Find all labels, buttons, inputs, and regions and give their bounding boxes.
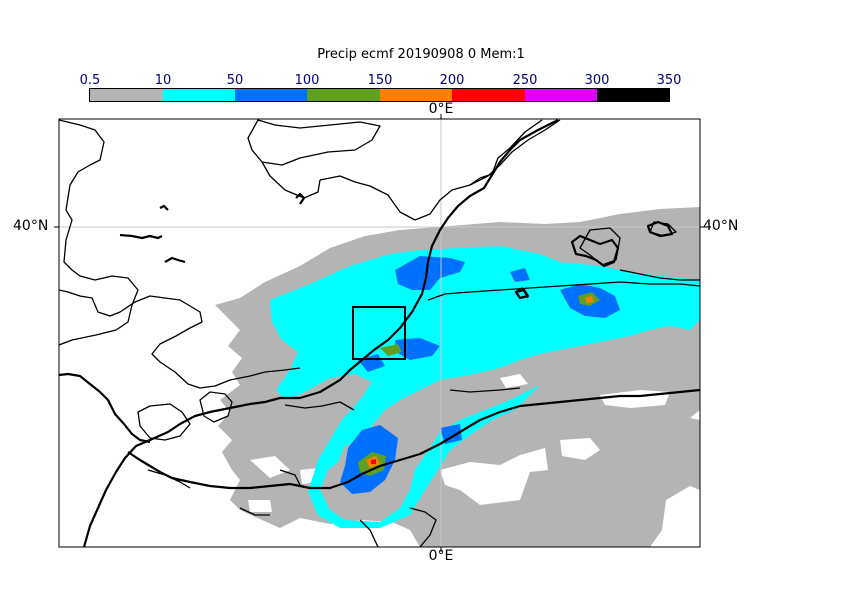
coastline [409,507,437,547]
colorbar-box-0 [90,88,163,101]
colorbar-box-1 [163,88,235,101]
colorbar-box-6 [525,88,597,101]
colorbar-box-7 [597,88,669,101]
precip-area-blue [440,424,462,444]
colorbar-tick-label: 250 [512,73,538,88]
coastline [319,119,561,221]
precip-gap [440,448,548,505]
precip-gap [248,500,272,512]
coastline [239,507,270,516]
coastline [279,469,301,486]
precip-area-blue [395,338,440,360]
island-coastline [159,204,169,211]
island-coastline [295,192,306,205]
island-coastline [514,288,530,300]
precip-area-orange [585,296,594,303]
lat-label-right: 40°N [703,218,739,234]
precip-area-green [380,344,402,356]
precip-gap [250,456,290,478]
precip-gap [500,374,528,388]
precip-area-red [371,459,376,464]
main-coastline [127,388,700,490]
coastline [427,281,700,301]
coastline [359,519,379,547]
colorbar-tick-label: 150 [367,73,393,88]
colorbar-box-3 [307,88,380,101]
colorbar-tick-label: 100 [294,73,320,88]
coastline [619,269,700,281]
map-frame [58,118,701,548]
precip-gap [560,438,600,460]
precip-area-blue [510,268,530,282]
colorbar-tick-label: 200 [439,73,465,88]
colorbar-box-5 [452,88,525,101]
main-coastline [82,119,559,547]
colorbar-tick-label: 300 [584,73,610,88]
island-coastline [646,220,674,238]
main-coastline [59,372,151,444]
coastline [261,161,321,199]
lon-label-bottom: 0°E [428,548,454,564]
island-coastline [164,256,186,264]
colorbar-box-4 [380,88,452,101]
coastline [449,387,521,393]
colorbar-tick-label: 350 [656,73,682,88]
island-coastline [570,234,620,268]
coastline [59,119,139,346]
colorbar-tick-label: 50 [226,73,244,88]
island-coastline [119,233,163,240]
lat-label-left: 40°N [13,218,49,234]
map-title: Precip ecmf 20190908 0 Mem:1 [317,47,525,62]
coastline [137,403,191,441]
coastline [247,119,381,166]
precip-area-blue [395,256,465,290]
coastline [469,119,543,186]
coastline [59,289,301,389]
colorbar-box-2 [235,88,307,101]
coastline [284,401,355,411]
lon-label-top: 0°E [428,101,454,117]
coastline [147,469,191,489]
coastline [579,227,621,266]
region-box [352,306,406,360]
colorbar-tick-label: 10 [154,73,172,88]
colorbar-tick-label: 0.5 [79,73,101,88]
